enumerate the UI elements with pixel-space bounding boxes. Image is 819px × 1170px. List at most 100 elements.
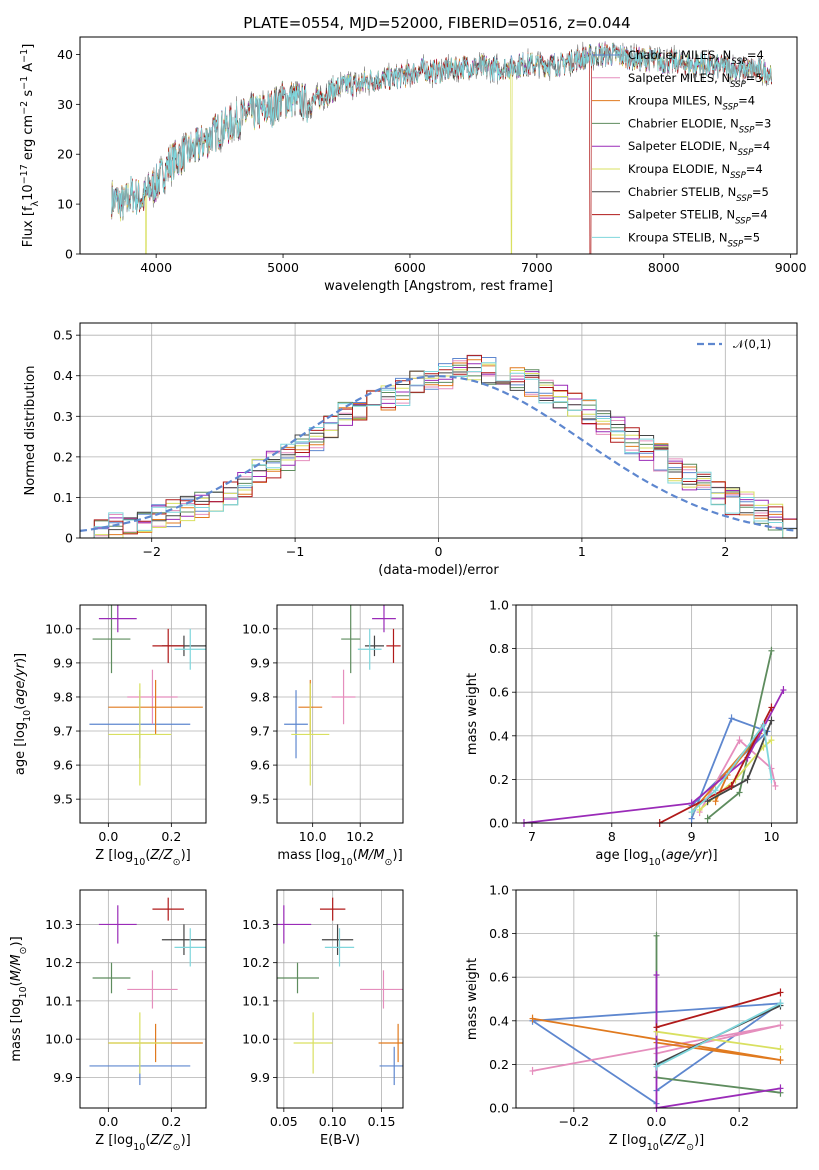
x-tick-label: −1	[286, 544, 304, 559]
age_vs_mass-points	[284, 605, 401, 786]
histogram-step	[80, 364, 797, 538]
y-tick-label: 9.9	[53, 655, 73, 670]
spectrum-frame	[79, 36, 798, 255]
y-tick-label: 9.5	[53, 792, 73, 807]
y-tick-label: 9.9	[250, 655, 270, 670]
y-tick-label: 9.5	[250, 792, 270, 807]
legend-entry: Chabrier MILES, NSSP=4	[628, 48, 764, 67]
x-tick-label: −2	[142, 544, 160, 559]
x-tick-label: 1	[578, 544, 586, 559]
age_vs_mass-axes: 10.0 10.2 9.5 9.6 9.7 9.8 9.9 10.0	[242, 605, 403, 844]
y-tick-label: 0.6	[489, 970, 509, 985]
weight_vs_age-xlabel: age [log10(age/yr)]	[595, 848, 717, 868]
age_vs_z-axes: 0.0 0.2 9.5 9.6 9.7 9.8 9.9 10.0	[45, 605, 206, 844]
x-tick-label: 0	[435, 544, 443, 559]
residual_hist-xlabel: (data-model)/error	[378, 563, 499, 578]
weight_vs_age-frame	[515, 604, 798, 824]
y-tick-label: 10.3	[242, 917, 270, 932]
mass_vs_ebv-frame	[276, 889, 404, 1109]
figure-title: PLATE=0554, MJD=52000, FIBERID=0516, z=0…	[243, 14, 630, 32]
x-tick-label: 10	[764, 829, 780, 844]
y-tick-label: 0	[65, 531, 73, 546]
y-tick-label: 9.8	[53, 689, 73, 704]
x-tick-label: 2	[721, 544, 729, 559]
x-tick-label: 0.05	[270, 1114, 298, 1129]
normal-curve	[80, 375, 797, 532]
weight-line	[699, 739, 773, 811]
y-tick-label: 0	[65, 247, 73, 262]
y-tick-label: 0.0	[489, 1101, 509, 1116]
y-tick-label: 10.2	[45, 955, 73, 970]
y-tick-label: 9.6	[250, 758, 270, 773]
weight_vs_z-frame	[515, 889, 798, 1109]
weight_vs_z-axes: −0.2 0.0 0.2 0.0 0.2 0.4 0.6 0.8 1.0	[489, 883, 797, 1129]
x-tick-label: 7	[528, 829, 536, 844]
y-tick-label: 10.0	[45, 1032, 73, 1047]
mass_vs_z-frame	[79, 889, 207, 1109]
histogram-series	[80, 354, 797, 538]
y-tick-label: 9.6	[53, 758, 73, 773]
y-tick-label: 0.1	[53, 490, 73, 505]
weight_vs_age-axes: 7 8 9 10 0.0 0.2 0.4 0.6 0.8 1.0	[489, 598, 797, 844]
weight-line	[656, 1002, 781, 1068]
y-tick-label: 10.1	[242, 993, 270, 1008]
y-tick-label: 10.3	[45, 917, 73, 932]
x-tick-label: −0.2	[559, 1114, 589, 1129]
x-tick-label: 0.15	[368, 1114, 396, 1129]
y-tick-label: 40	[57, 47, 73, 62]
y-tick-label: 0.4	[489, 1013, 509, 1028]
x-tick-label: 0.0	[647, 1114, 667, 1129]
legend-entry: Salpeter ELODIE, NSSP=4	[628, 139, 770, 158]
y-tick-label: 9.7	[53, 724, 73, 739]
y-tick-label: 0.4	[53, 368, 73, 383]
residual_hist-axes: −2 −1 0 1 2 0 0.1 0.2 0.3 0.4 0.5	[53, 323, 797, 559]
weight_vs_age-ylabel: mass weight	[465, 673, 480, 755]
x-tick-label: 8	[608, 829, 616, 844]
y-tick-label: 0.2	[53, 449, 73, 464]
y-tick-label: 9.9	[53, 1070, 73, 1085]
legend-entry: Chabrier ELODIE, NSSP=3	[628, 116, 771, 135]
y-tick-label: 0.8	[489, 641, 509, 656]
mass_vs_ebv-xlabel: E(B-V)	[320, 1133, 360, 1148]
age_vs_z-frame	[79, 604, 207, 824]
mass_vs_z-xlabel: Z [log10(Z/Z⊙)]	[95, 1133, 190, 1153]
model-spectrum-line	[111, 43, 772, 218]
legend-entry: Salpeter MILES, NSSP=5	[628, 71, 763, 90]
y-tick-label: 10.0	[242, 1032, 270, 1047]
weight-line	[523, 689, 785, 823]
y-tick-label: 30	[57, 97, 73, 112]
spectrum-ylabel: Flux [fλ10−17 erg cm−2 s−1 A−1]	[19, 44, 41, 248]
spectrum-xlabel: wavelength [Angstrom, rest frame]	[324, 279, 553, 294]
legend-entry: Kroupa ELODIE, NSSP=4	[628, 162, 763, 181]
y-tick-label: 0.5	[53, 328, 73, 343]
histogram-step	[80, 359, 797, 538]
legend-entry: Kroupa STELIB, NSSP=5	[628, 230, 760, 249]
x-tick-label: 0.0	[98, 1114, 118, 1129]
mass_vs_z-axes: 0.0 0.2 9.9 10.0 10.1 10.2 10.3	[45, 890, 206, 1129]
x-tick-label: 0.10	[319, 1114, 347, 1129]
y-tick-label: 10.2	[242, 955, 270, 970]
y-tick-label: 0.2	[489, 772, 509, 787]
x-tick-label: 0.2	[729, 1114, 749, 1129]
legend-entry: Salpeter STELIB, NSSP=4	[628, 208, 768, 227]
x-tick-label: 5000	[267, 260, 299, 275]
weight_vs_z-ylabel: mass weight	[465, 958, 480, 1040]
age_vs_z-xlabel: Z [log10(Z/Z⊙)]	[95, 848, 190, 868]
y-tick-label: 0.8	[489, 926, 509, 941]
legend-entry: Chabrier STELIB, NSSP=5	[628, 185, 769, 204]
y-tick-label: 10	[57, 197, 73, 212]
weight_vs_z-xlabel: Z [log10(Z/Z⊙)]	[609, 1133, 704, 1153]
spectrum-legend: Chabrier MILES, NSSP=4 Salpeter MILES, NS…	[592, 48, 771, 249]
y-tick-label: 9.7	[250, 724, 270, 739]
weight-line	[655, 975, 781, 1108]
legend-entry: Kroupa MILES, NSSP=4	[628, 94, 755, 113]
residual_hist-ylabel: Normed distribution	[23, 366, 38, 496]
age_vs_z-ylabel: age [log10(age/yr)]	[13, 653, 33, 775]
age_vs_mass-frame	[276, 604, 404, 824]
x-tick-label: 8000	[648, 260, 680, 275]
weight_vs_age-lines	[520, 646, 787, 827]
x-tick-label: 10.2	[346, 829, 374, 844]
weight-line	[698, 739, 777, 813]
x-tick-label: 0.2	[161, 829, 181, 844]
weight-line	[656, 991, 781, 1029]
